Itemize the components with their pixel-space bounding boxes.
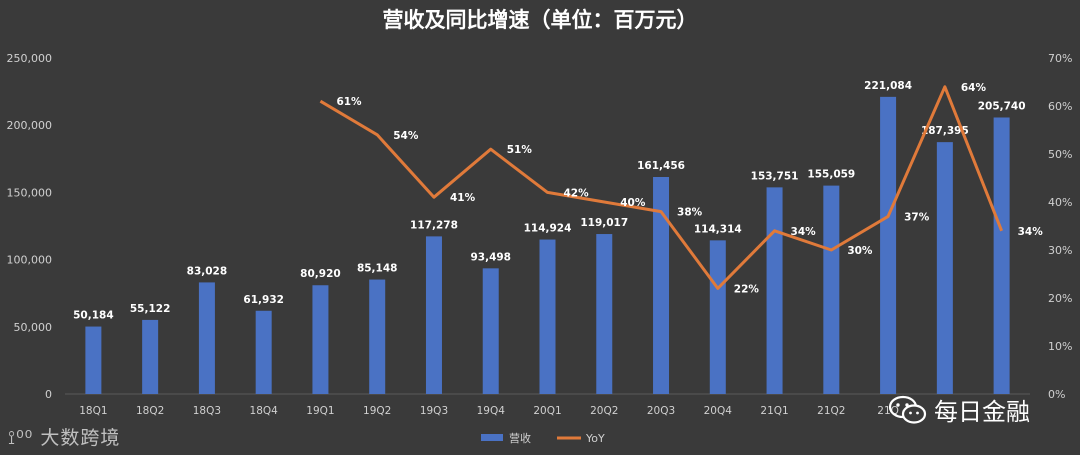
bar-21Q4 <box>936 142 953 394</box>
bar-value-label: 85,148 <box>357 263 398 275</box>
bar-19Q3 <box>425 236 442 394</box>
bar-value-label: 161,456 <box>637 160 685 172</box>
y-left-tick-label: 250,000 <box>7 52 53 65</box>
x-tick-label: 18Q1 <box>79 405 107 417</box>
bar-value-label: 114,314 <box>694 223 742 235</box>
x-tick-label: 21Q2 <box>817 405 845 417</box>
bar-value-label: 50,184 <box>73 310 114 322</box>
bar-value-label: 187,395 <box>921 125 969 137</box>
yoy-value-label: 38% <box>677 207 703 219</box>
bar-20Q2 <box>596 234 613 394</box>
y-right-tick-label: 30% <box>1048 244 1072 257</box>
x-tick-label: 20Q2 <box>590 405 618 417</box>
legend-label-revenue: 营收 <box>509 431 531 445</box>
yoy-value-label: 51% <box>507 144 533 156</box>
x-tick-label: 19Q3 <box>420 405 448 417</box>
x-tick-label: 19Q4 <box>477 405 506 417</box>
bar-19Q1 <box>312 285 329 394</box>
bar-20Q3 <box>653 177 670 394</box>
y-right-tick-label: 20% <box>1048 292 1072 305</box>
bar-value-label: 83,028 <box>187 265 228 277</box>
bar-21Q2 <box>823 185 840 394</box>
bar-value-label: 221,084 <box>864 80 912 92</box>
bar-19Q2 <box>369 279 386 394</box>
yoy-value-label: 40% <box>620 197 646 209</box>
x-tick-label: 20Q4 <box>704 405 733 417</box>
yoy-value-label: 61% <box>336 96 362 108</box>
y-right-tick-label: 0% <box>1048 388 1065 401</box>
y-right-tick-label: 60% <box>1048 100 1072 113</box>
bar-19Q4 <box>482 268 499 394</box>
yoy-value-label: 34% <box>791 226 817 238</box>
bar-value-label: 205,740 <box>978 100 1026 112</box>
bar-value-label: 155,059 <box>807 169 855 181</box>
x-tick-label: 20Q1 <box>533 405 561 417</box>
yoy-value-label: 37% <box>904 211 930 223</box>
bar-value-label: 119,017 <box>580 217 628 229</box>
watermark-right-text: 每日金融 <box>934 398 1030 426</box>
x-tick-label: 18Q4 <box>250 405 279 417</box>
bar-value-label: 153,751 <box>751 170 799 182</box>
bar-20Q1 <box>539 239 556 394</box>
legend-swatch-revenue <box>481 434 503 441</box>
yoy-value-label: 41% <box>450 192 476 204</box>
yoy-value-label: 30% <box>847 245 873 257</box>
legend-label-yoy: YoY <box>585 432 605 445</box>
chart-title: 营收及同比增速（单位：百万元） <box>383 8 698 32</box>
bar-18Q2 <box>142 319 159 394</box>
y-right-tick-label: 70% <box>1048 52 1072 65</box>
bar-18Q4 <box>255 310 272 394</box>
y-right-tick-label: 10% <box>1048 340 1072 353</box>
y-left-tick-label: 50,000 <box>14 321 53 334</box>
watermark-meiri-jinrong: 每日金融 <box>888 392 1030 427</box>
y-left-tick-label: 100,000 <box>7 254 53 267</box>
x-tick-label: 19Q1 <box>306 405 334 417</box>
y-left-tick-label: 200,000 <box>7 119 53 132</box>
yoy-value-label: 64% <box>961 82 987 94</box>
wechat-icon <box>888 395 927 424</box>
yoy-value-label: 22% <box>734 283 760 295</box>
bar-18Q1 <box>85 326 102 394</box>
bar-21Q3 <box>880 96 897 395</box>
y-right-tick-label: 40% <box>1048 196 1072 209</box>
bar-18Q3 <box>198 282 215 394</box>
x-tick-label: 18Q2 <box>136 405 164 417</box>
bar-value-label: 55,122 <box>130 303 171 315</box>
y-right-tick-label: 50% <box>1048 148 1072 161</box>
x-tick-label: 21Q1 <box>760 405 788 417</box>
bar-22Q1 <box>993 117 1010 394</box>
y-left-tick-label: 0 <box>45 388 52 401</box>
bar-20Q4 <box>709 240 726 394</box>
watermark-dashujujing: ⟟⁰⁰ 大数跨境 <box>8 423 120 450</box>
bar-value-label: 117,278 <box>410 219 458 231</box>
bar-value-label: 114,924 <box>524 223 572 235</box>
yoy-value-label: 42% <box>564 187 590 199</box>
yoy-value-label: 34% <box>1018 226 1044 238</box>
x-tick-label: 20Q3 <box>647 405 675 417</box>
x-tick-label: 18Q3 <box>193 405 221 417</box>
watermark-logo-icon: ⟟⁰⁰ <box>8 427 41 449</box>
yoy-value-label: 54% <box>393 130 419 142</box>
yoy-line <box>319 85 1004 290</box>
watermark-left-text: 大数跨境 <box>40 427 121 449</box>
bar-value-label: 80,920 <box>300 268 341 280</box>
y-left-tick-label: 150,000 <box>7 186 53 199</box>
x-tick-label: 19Q2 <box>363 405 391 417</box>
bar-21Q1 <box>766 187 783 394</box>
bar-value-label: 93,498 <box>470 251 511 263</box>
bar-value-label: 61,932 <box>243 294 284 306</box>
